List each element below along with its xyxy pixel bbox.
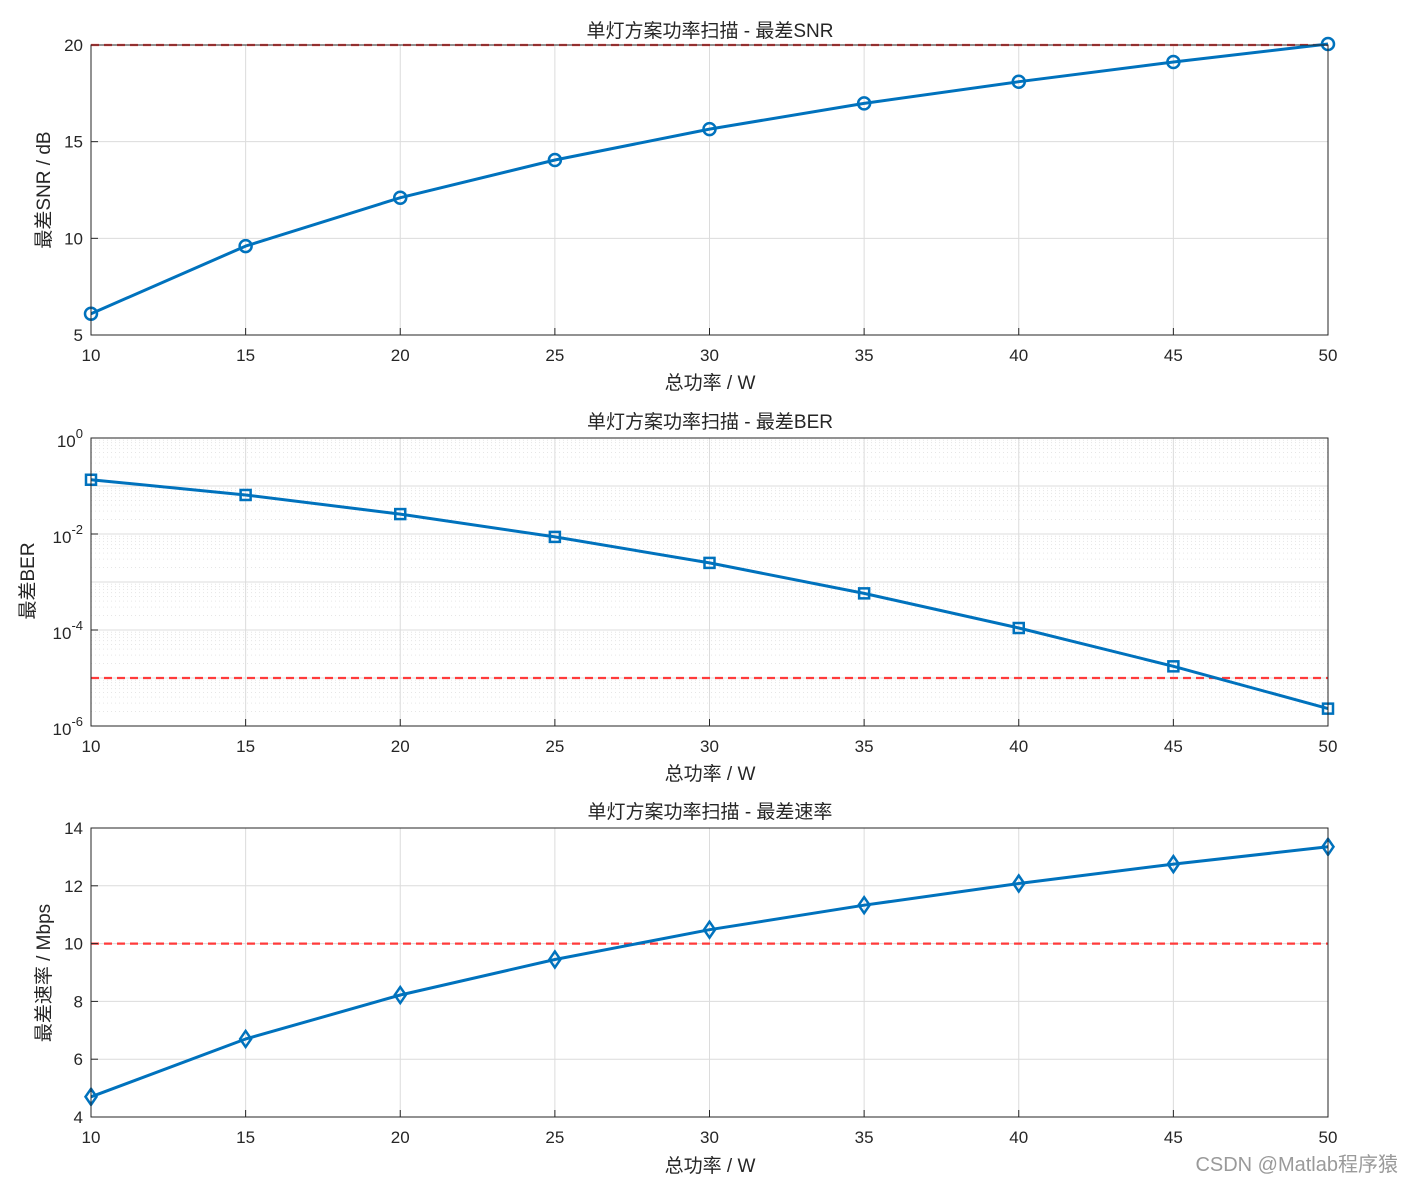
rate-y-axis-label: 最差速率 / Mbps (33, 904, 55, 1042)
snr-data-point (238, 238, 253, 254)
rate-y-tick-label: 14 (64, 819, 83, 838)
snr-data-point (1011, 74, 1026, 89)
rate-axes-frame (90, 827, 1329, 1118)
rate-y-tick-label: 8 (74, 992, 83, 1011)
snr-axes-frame (90, 44, 1329, 336)
rate-data-point (547, 949, 562, 970)
ber-x-tick-label: 50 (1319, 737, 1338, 756)
ber-x-tick-label: 10 (82, 737, 101, 756)
ber-data-point (548, 530, 562, 544)
snr-x-axis-label: 总功率 / W (665, 372, 756, 394)
rate-series-line (90, 845, 1329, 1099)
ber-y-tick-label: 10-6 (53, 714, 83, 739)
rate-subplot: 单灯方案功率扫描 - 最差速率 10 15 20 25 30 35 40 45 50 4 6 8 10… (33, 801, 1337, 1177)
snr-y-axis-label: 最差SNR / dB (33, 131, 55, 248)
snr-x-tick-label: 15 (236, 346, 255, 365)
rate-x-tick-label: 25 (545, 1128, 564, 1147)
snr-data-point (1166, 54, 1181, 70)
ber-x-tick-label: 15 (236, 737, 255, 756)
ber-x-tick-label: 40 (1009, 737, 1028, 756)
snr-x-tick-label: 50 (1319, 346, 1338, 365)
snr-chart-title: 单灯方案功率扫描 - 最差SNR (586, 20, 833, 42)
ber-x-tick-label: 25 (545, 737, 564, 756)
rate-x-tick-label: 35 (855, 1128, 874, 1147)
snr-subplot: 单灯方案功率扫描 - 最差SNR 10 15 20 25 30 35 40 45 50 5101… (33, 20, 1337, 394)
rate-x-tick-label: 10 (82, 1128, 101, 1147)
ber-y-axis-label: 最差BER (17, 542, 39, 619)
ber-y-tick-label: 10-2 (53, 522, 83, 547)
ber-data-point (857, 587, 871, 600)
ber-data-point (703, 556, 716, 570)
rate-x-tick-label: 20 (391, 1128, 410, 1147)
rate-data-point (857, 894, 872, 916)
rate-data-point (393, 984, 408, 1006)
rate-x-tick-label: 15 (236, 1128, 255, 1147)
rate-chart-title: 单灯方案功率扫描 - 最差速率 (588, 801, 833, 823)
snr-x-tick-label: 10 (82, 346, 101, 365)
rate-x-axis-label: 总功率 / W (665, 1155, 756, 1177)
rate-x-tick-label: 45 (1164, 1128, 1183, 1147)
ber-x-tick-label: 45 (1164, 737, 1183, 756)
snr-y-tick-label: 5 (74, 326, 83, 345)
snr-y-tick-label: 10 (64, 229, 83, 248)
ber-data-point (394, 507, 407, 521)
rate-y-tick-label: 10 (64, 935, 83, 954)
rate-data-point (1011, 873, 1026, 894)
snr-x-tick-label: 20 (391, 346, 410, 365)
rate-data-point (1166, 853, 1181, 875)
snr-series-line (90, 42, 1329, 316)
ber-x-tick-label: 20 (391, 737, 410, 756)
snr-y-tick-label: 20 (64, 36, 83, 55)
ber-x-axis-label: 总功率 / W (665, 763, 756, 785)
ber-data-point (1167, 660, 1180, 673)
ber-y-tick-label: 100 (57, 426, 83, 451)
ber-data-point (1012, 621, 1025, 635)
ber-chart-title: 单灯方案功率扫描 - 最差BER (587, 411, 833, 433)
snr-x-tick-label: 25 (545, 346, 564, 365)
snr-data-point (393, 190, 408, 205)
ber-axes-frame (90, 437, 1329, 727)
rate-y-tick-label: 4 (74, 1108, 83, 1127)
ber-series-line (90, 478, 1329, 711)
rate-y-tick-label: 12 (64, 877, 83, 896)
rate-data-point (702, 919, 717, 940)
snr-x-tick-label: 45 (1164, 346, 1183, 365)
snr-y-tick-label: 15 (64, 133, 83, 152)
rate-x-tick-label: 30 (700, 1128, 719, 1147)
ber-data-point (239, 488, 252, 502)
ber-subplot: 单灯方案功率扫描 - 最差BER 10 15 20 25 30 35 40 45 50 10-6… (17, 411, 1337, 785)
rate-y-tick-label: 6 (74, 1050, 83, 1069)
ber-x-tick-label: 35 (855, 737, 874, 756)
rate-x-tick-label: 50 (1319, 1128, 1338, 1147)
ber-y-tick-label: 10-4 (53, 618, 83, 643)
csdn-watermark: CSDN @Matlab程序猿 (1195, 1154, 1398, 1176)
snr-data-point (702, 121, 717, 137)
snr-x-tick-label: 30 (700, 346, 719, 365)
ber-x-tick-label: 30 (700, 737, 719, 756)
rate-data-point (238, 1028, 253, 1050)
snr-data-point (547, 152, 563, 168)
snr-x-tick-label: 35 (855, 346, 874, 365)
rate-x-tick-label: 40 (1009, 1128, 1028, 1147)
snr-x-tick-label: 40 (1009, 346, 1028, 365)
snr-data-point (856, 96, 872, 111)
